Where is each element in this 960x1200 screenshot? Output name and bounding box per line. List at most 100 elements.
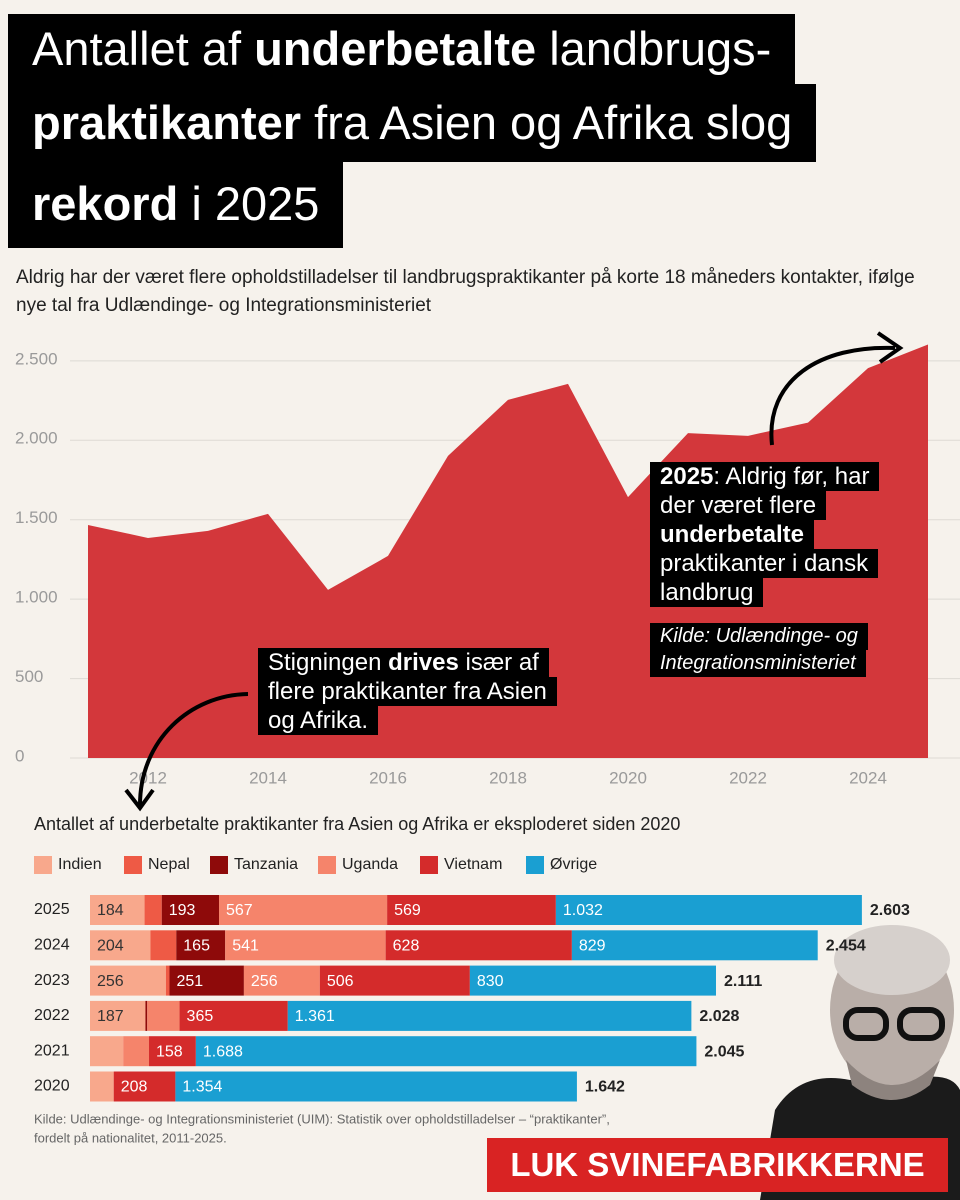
bar-segment [144,895,162,925]
bar-segment [218,895,388,925]
bar-segment [195,1036,697,1067]
y-tick-label: 1.500 [15,508,58,527]
arrowhead [876,331,904,364]
x-tick-label: 2024 [849,768,887,787]
bar-segment [150,930,177,961]
bar-segment [90,1036,124,1067]
bar-segment [387,895,556,925]
total-label: 2.454 [826,938,866,955]
data-label: 256 [97,973,124,990]
bar-segment [149,1036,196,1067]
data-label: 830 [477,973,504,990]
data-label: 204 [97,938,124,955]
bar-segment [90,1000,146,1031]
legend-swatch [34,856,52,874]
annotation-text: Stigningen [268,649,389,676]
x-tick-label: 2018 [489,768,527,787]
title-text: underbetalte [254,22,537,75]
y-tick-label: 0 [15,746,24,765]
annotation-text: der været flere [660,492,817,519]
title-text: fra Asien og Afrika slog [301,96,793,149]
data-label: 193 [169,902,196,919]
data-label: 1.354 [182,1079,222,1096]
annotation-text: : Aldrig før, har [713,463,870,490]
data-label: 208 [121,1079,148,1096]
legend-swatch [124,856,142,874]
data-label: 256 [251,973,278,990]
title-text: i 2025 [178,177,320,230]
bar-segment [123,1036,150,1067]
data-label: 187 [97,1008,124,1025]
annotation-text: Integrationsministeriet [660,652,856,674]
y-tick-label: 2020 [34,1078,70,1095]
annotation-text: underbetalte [660,521,805,548]
annotation-text: 2025 [660,463,714,490]
annotation-text: landbrug [660,579,754,606]
bar-segment [571,930,818,961]
bar-segment [90,930,151,961]
bar-segment [385,930,572,961]
x-tick-label: 2014 [249,768,287,787]
annotation-source: Kilde: Udlændinge- og [650,623,868,650]
source: Kilde: Udlændinge- og Integrationsminist… [34,1111,610,1126]
title-text: landbrugs- [536,22,772,75]
legend-label: Vietnam [444,856,502,873]
arrowhead [124,788,155,812]
annotation-line: landbrug [650,578,764,607]
title-line: rekord i 2025 [8,162,344,248]
bar-segment [319,965,470,996]
data-label: 541 [232,938,259,955]
legend-swatch [210,856,228,874]
total-label: 2.045 [704,1043,744,1060]
subtitle: Aldrig har der været flere opholdstillad… [16,267,915,316]
y-tick-label: 2022 [34,1007,70,1024]
total-label: 1.642 [585,1079,625,1096]
banner: LUK SVINEFABRIKKERNE [487,1138,948,1192]
bar-segment [176,930,226,961]
title-line: praktikanter fra Asien og Afrika slog [8,84,817,162]
bar-segment [469,965,716,996]
annotation-line: der været flere [650,491,827,520]
annotation-source: Integrationsministeriet [650,650,866,677]
legend-label: Øvrige [550,856,597,873]
annotation-line: Stigningen drives især af [258,648,549,677]
x-tick-label: 2020 [609,768,647,787]
bar-segment [243,965,320,996]
y-tick-label: 2025 [34,901,70,918]
legend-label: Nepal [148,856,190,873]
arrow [138,692,249,806]
annotation-line: flere praktikanter fra Asien [258,677,557,706]
annotation-line: 2025: Aldrig før, har [650,462,880,491]
legend-label: Tanzania [234,856,298,873]
annotation-text: flere praktikanter fra Asien [268,678,547,705]
bar-segment [90,895,145,925]
bar-segment [145,1000,148,1031]
legend-swatch [526,856,544,874]
annotation-text: drives [388,649,459,676]
y-tick-label: 2023 [34,972,70,989]
title-text: Antallet af [32,22,255,75]
legend-swatch [420,856,438,874]
data-label: 569 [394,902,421,919]
x-tick-label: 2012 [129,768,167,787]
bar-segment [169,965,244,996]
data-label: 365 [187,1008,214,1025]
bar-segment [555,895,862,925]
title-text: rekord [32,177,179,230]
data-label: 506 [327,973,354,990]
annotation-line: og Afrika. [258,706,379,735]
y-tick-label: 2.000 [15,429,58,448]
annotation-text: og Afrika. [268,707,369,734]
annotation-text: praktikanter i dansk [660,550,869,577]
total-label: 2.603 [870,902,910,919]
legend-label: Uganda [342,856,398,873]
data-label: 158 [156,1043,183,1060]
annotation: Stigningen drives især af flere praktika… [258,648,557,735]
data-label: 1.032 [563,902,603,919]
bar-segment [179,1000,288,1031]
data-label: 165 [183,938,210,955]
data-label: 1.361 [295,1008,335,1025]
data-label: 1.688 [203,1043,243,1060]
annotation-text: især af [458,649,539,676]
y-tick-label: 500 [15,667,43,686]
